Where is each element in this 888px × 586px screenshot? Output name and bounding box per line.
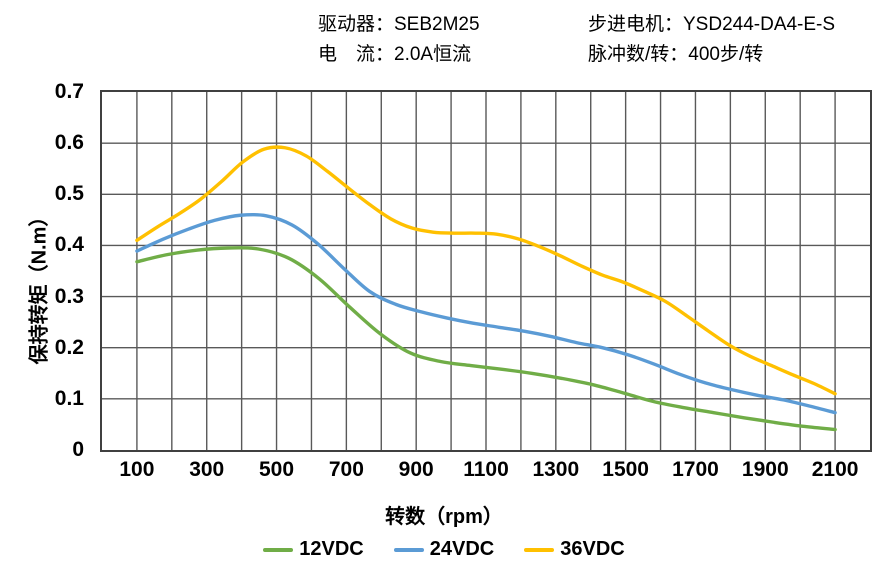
x-axis-tick-label: 700	[328, 458, 364, 481]
plot-svg	[102, 92, 870, 450]
header-motor-line: 步进电机：YSD244-DA4-E-S	[588, 14, 836, 35]
legend-item[interactable]: 36VDC	[524, 538, 625, 561]
x-axis-title: 转数（rpm）	[385, 506, 503, 528]
x-axis-tick-label: 100	[119, 458, 155, 481]
y-axis-ticks: 0 0.1 0.2 0.3 0.4 0.5 0.6 0.7	[0, 80, 92, 461]
x-axis-ticks: 100 300 500 700 900 1100 1300 1500 1700 1900 2100	[100, 458, 872, 492]
series-line-12vdc	[135, 246, 837, 432]
y-axis-tick-label: 0	[72, 438, 84, 461]
legend-label: 36VDC	[560, 538, 625, 560]
x-axis-tick-label: 2100	[811, 458, 859, 481]
header-driver-line: 驱动器：SEB2M25	[318, 14, 480, 35]
y-axis-tick-label: 0.6	[54, 131, 84, 155]
series-curves	[135, 145, 837, 432]
x-axis-tick-label: 1900	[741, 458, 789, 481]
legend-item[interactable]: 12VDC	[263, 538, 364, 561]
series-line-36vdc	[135, 145, 837, 396]
x-axis-tick-label: 900	[398, 458, 434, 481]
legend-swatch-icon	[393, 547, 424, 552]
x-axis-tick-label: 1500	[602, 458, 649, 481]
header-pulses-line: 脉冲数/转：400步/转	[588, 44, 764, 65]
x-axis-tick-label: 300	[189, 458, 225, 481]
legend-item[interactable]: 24VDC	[393, 538, 495, 561]
legend-label: 24VDC	[429, 538, 495, 560]
header-column-left: 驱动器：SEB2M25 电 流：2.0A恒流	[318, 10, 480, 70]
x-axis-tick-label: 1300	[532, 458, 580, 481]
x-axis-tick-label: 1100	[463, 458, 509, 481]
y-axis-tick-label: 0.3	[54, 284, 84, 308]
y-axis-tick-label: 0.2	[54, 335, 84, 359]
y-axis-tick-label: 0.1	[54, 386, 84, 410]
chart-header: 驱动器：SEB2M25 电 流：2.0A恒流 步进电机：YSD244-DA4-E…	[0, 8, 888, 70]
series-line-24vdc	[135, 212, 837, 415]
chart-legend: 12VDC 24VDC 36VDC	[0, 538, 888, 561]
x-axis-tick-label: 1700	[672, 458, 719, 481]
y-axis-tick-label: 0.5	[54, 182, 84, 206]
torque-speed-chart: 保持转矩（N.m） 0 0.1 0.2 0.3 0.4 0.5 0.6 0.7 100 300 5…	[0, 70, 888, 586]
legend-label: 12VDC	[299, 538, 364, 560]
legend-swatch-icon	[524, 547, 555, 552]
y-axis-tick-label: 0.7	[54, 80, 84, 103]
x-axis-tick-label: 500	[259, 458, 295, 481]
legend-swatch-icon	[263, 547, 294, 552]
y-axis-tick-label: 0.4	[54, 233, 84, 257]
plot-area	[100, 90, 872, 452]
header-column-right: 步进电机：YSD244-DA4-E-S 脉冲数/转：400步/转	[588, 10, 835, 70]
header-current-line: 电 流：2.0A恒流	[318, 44, 472, 65]
